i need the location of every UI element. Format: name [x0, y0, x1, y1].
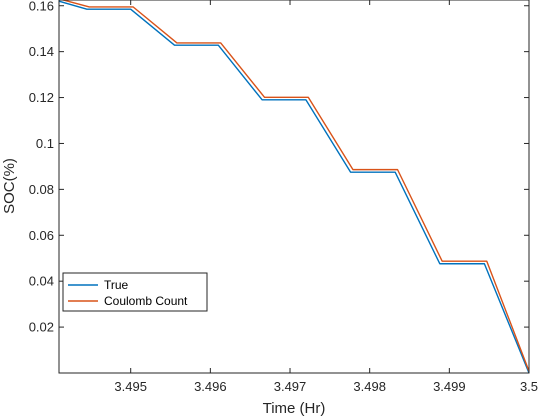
y-axis-label: SOC(%)	[1, 158, 18, 214]
x-tick-label: 3.497	[274, 379, 307, 394]
legend-label-true: True	[104, 278, 129, 292]
x-tick-label: 3.498	[353, 379, 386, 394]
ticks-layer: 3.495 3.496 3.497 3.498 3.499 3.5 0.02 0.04 0.06…	[29, 0, 538, 394]
x-tick-label: 3.496	[194, 379, 227, 394]
y-tick-label: 0.06	[29, 228, 54, 243]
series-line-coulomb-count	[60, 0, 530, 372]
plot-area	[59, 0, 529, 373]
legend-box	[62, 272, 208, 312]
y-tick-label: 0.14	[29, 44, 54, 59]
y-tick-label: 0.12	[29, 90, 54, 105]
x-tick-label: 3.495	[114, 379, 147, 394]
series-line-true	[58, 0, 530, 374]
y-tick-label: 0.04	[29, 274, 54, 289]
x-axis-label: Time (Hr)	[263, 400, 326, 417]
y-tick-label: 0.1	[36, 136, 54, 151]
series-layer	[58, 0, 530, 374]
legend-label-coulomb-count: Coulomb Count	[104, 294, 188, 308]
y-tick-label: 0.16	[29, 0, 54, 13]
plot-frame	[58, 0, 530, 374]
x-tick-label: 3.499	[433, 379, 466, 394]
y-tick-label: 0.02	[29, 320, 54, 335]
legend: True Coulomb Count	[62, 272, 208, 312]
x-tick-label: 3.5	[520, 379, 538, 394]
y-tick-label: 0.08	[29, 182, 54, 197]
